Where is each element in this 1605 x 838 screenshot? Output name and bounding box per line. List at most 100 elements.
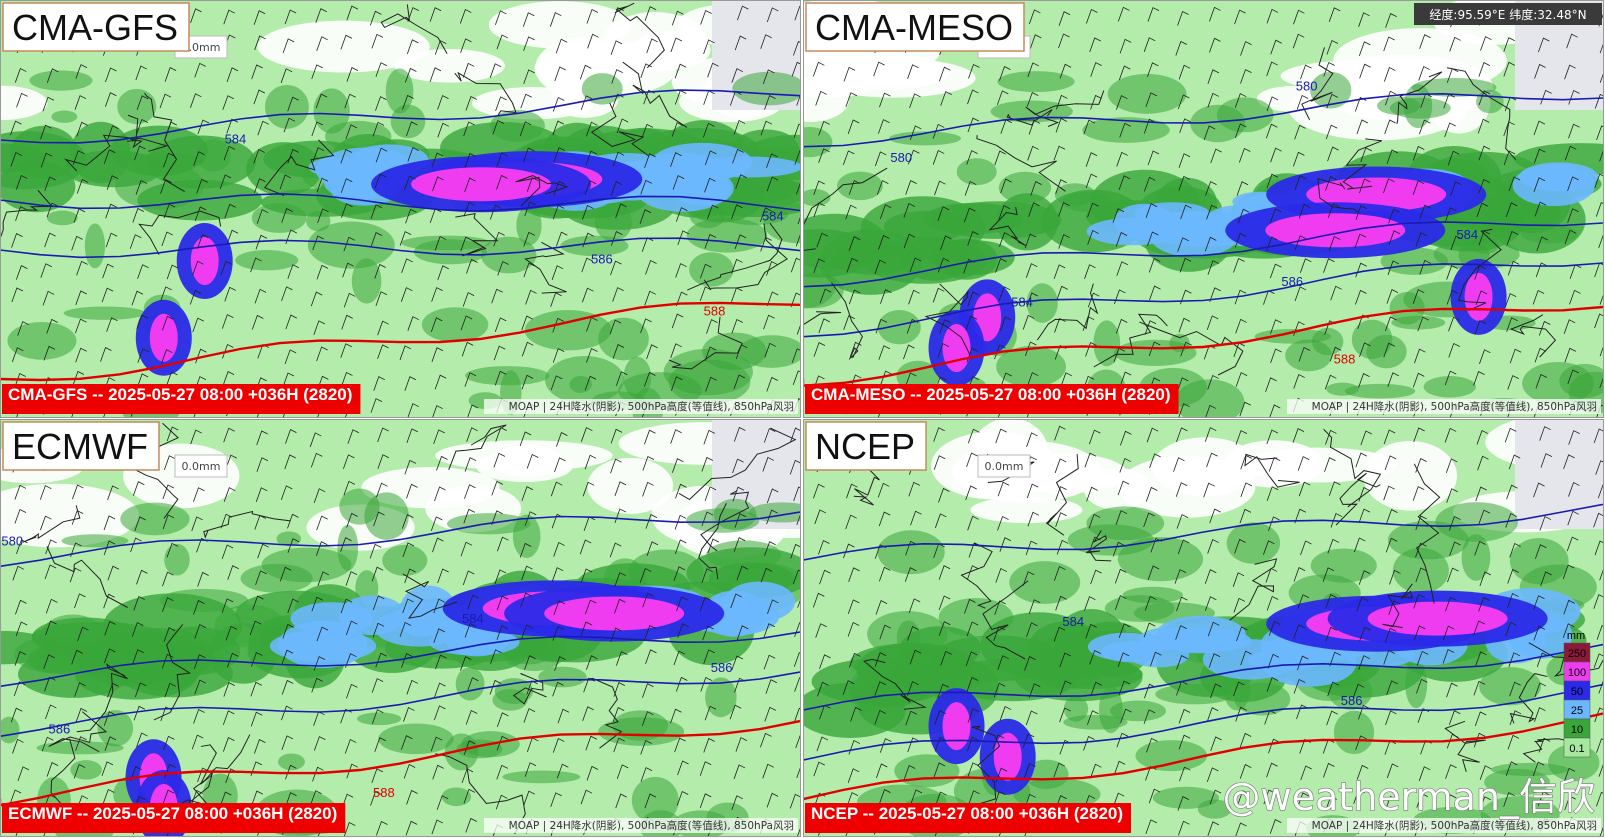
wind-barb <box>285 229 297 245</box>
contour-label: 584 <box>225 132 247 147</box>
wind-barb <box>464 152 477 168</box>
wind-barb <box>467 404 479 417</box>
wind-barb <box>932 287 945 303</box>
wind-barb <box>1596 738 1603 753</box>
wind-barb <box>1567 208 1579 223</box>
wind-barb <box>610 181 623 196</box>
wind-barb <box>1180 289 1192 305</box>
wind-barb <box>464 622 477 638</box>
wind-barb <box>842 680 855 695</box>
wind-barb <box>995 428 1007 444</box>
wind-barb <box>281 649 294 665</box>
wind-barb <box>1178 317 1191 333</box>
wind-barb <box>459 9 472 24</box>
height-contour <box>803 503 1603 561</box>
wind-barb <box>731 204 743 220</box>
wind-barb <box>1300 765 1312 781</box>
wind-barb <box>1566 536 1579 552</box>
wind-barb <box>521 374 534 390</box>
wind-barb <box>460 38 472 54</box>
wind-barb <box>1415 542 1427 558</box>
wind-barb <box>1532 289 1545 305</box>
wind-barb <box>675 676 688 692</box>
wind-barb <box>311 121 324 137</box>
wind-barb <box>1355 735 1367 751</box>
wind-barb <box>675 483 687 499</box>
rain-moderate <box>692 156 800 178</box>
wind-barb <box>1297 792 1309 808</box>
wind-barb <box>1026 483 1039 499</box>
wind-barb <box>1383 36 1395 52</box>
wind-barb <box>818 318 831 333</box>
wind-barb <box>993 682 1006 698</box>
wind-barb <box>41 736 54 752</box>
wind-barb <box>399 231 412 246</box>
wind-barb <box>1118 175 1131 190</box>
wind-barb <box>1444 427 1457 443</box>
wind-barb <box>766 376 778 392</box>
wind-barb <box>313 736 326 751</box>
wind-barb <box>1353 537 1366 553</box>
wind-barb <box>795 234 800 247</box>
wind-barb <box>1204 236 1217 252</box>
wind-barb <box>703 737 715 753</box>
wind-barb <box>1204 569 1217 584</box>
wind-barb <box>1119 122 1131 138</box>
wind-barb <box>40 263 53 278</box>
rain-light <box>240 563 313 593</box>
wind-barb <box>996 90 1009 106</box>
province-border <box>703 223 788 289</box>
wind-barb <box>462 570 475 586</box>
wind-barb <box>493 452 506 468</box>
wind-barb <box>1569 289 1581 305</box>
wind-barb <box>1596 125 1603 141</box>
wind-barb <box>46 68 59 83</box>
wind-barb <box>1265 377 1277 392</box>
rain-light <box>401 235 491 251</box>
wind-barb <box>1176 655 1188 670</box>
wind-barb <box>250 711 263 727</box>
wind-barb <box>521 486 534 501</box>
wind-barb <box>674 539 687 555</box>
wind-barb <box>1026 622 1038 638</box>
wind-barb <box>967 117 980 133</box>
wind-barb <box>819 569 831 585</box>
wind-barb <box>107 565 120 581</box>
wind-barb <box>1503 121 1515 136</box>
rain-light <box>235 250 299 271</box>
wind-barb <box>226 229 239 245</box>
wind-barb <box>875 763 888 779</box>
wind-barb <box>135 180 148 195</box>
wind-barb <box>1507 593 1519 608</box>
wind-barb <box>554 66 566 82</box>
wind-barb <box>1293 373 1305 389</box>
wind-barb <box>644 371 656 387</box>
wind-barb <box>1235 318 1247 334</box>
rain-moderate <box>724 581 796 622</box>
wind-barb <box>1383 178 1395 193</box>
wind-barb <box>813 342 826 357</box>
wind-barb <box>611 69 623 84</box>
wind-barb <box>1564 347 1577 363</box>
wind-barb <box>676 790 689 806</box>
wind-barb <box>197 234 209 249</box>
province-border <box>1396 71 1443 124</box>
wind-barb <box>674 737 686 753</box>
wind-barb <box>282 372 295 388</box>
wind-barb <box>377 427 389 443</box>
wind-barb <box>1444 370 1457 386</box>
panel-title: CMA-GFS <box>12 7 178 48</box>
wind-barb <box>639 209 652 224</box>
wind-barb <box>496 595 509 611</box>
wind-barb <box>489 204 502 220</box>
wind-barb <box>1505 513 1517 528</box>
wind-barb <box>75 707 88 723</box>
wind-barb <box>645 514 658 529</box>
wind-barb <box>903 233 916 249</box>
wind-barb <box>1180 204 1192 220</box>
wind-barb <box>316 177 329 193</box>
wind-barb <box>251 790 263 806</box>
wind-barb <box>1508 176 1521 192</box>
wind-barb <box>222 371 235 386</box>
